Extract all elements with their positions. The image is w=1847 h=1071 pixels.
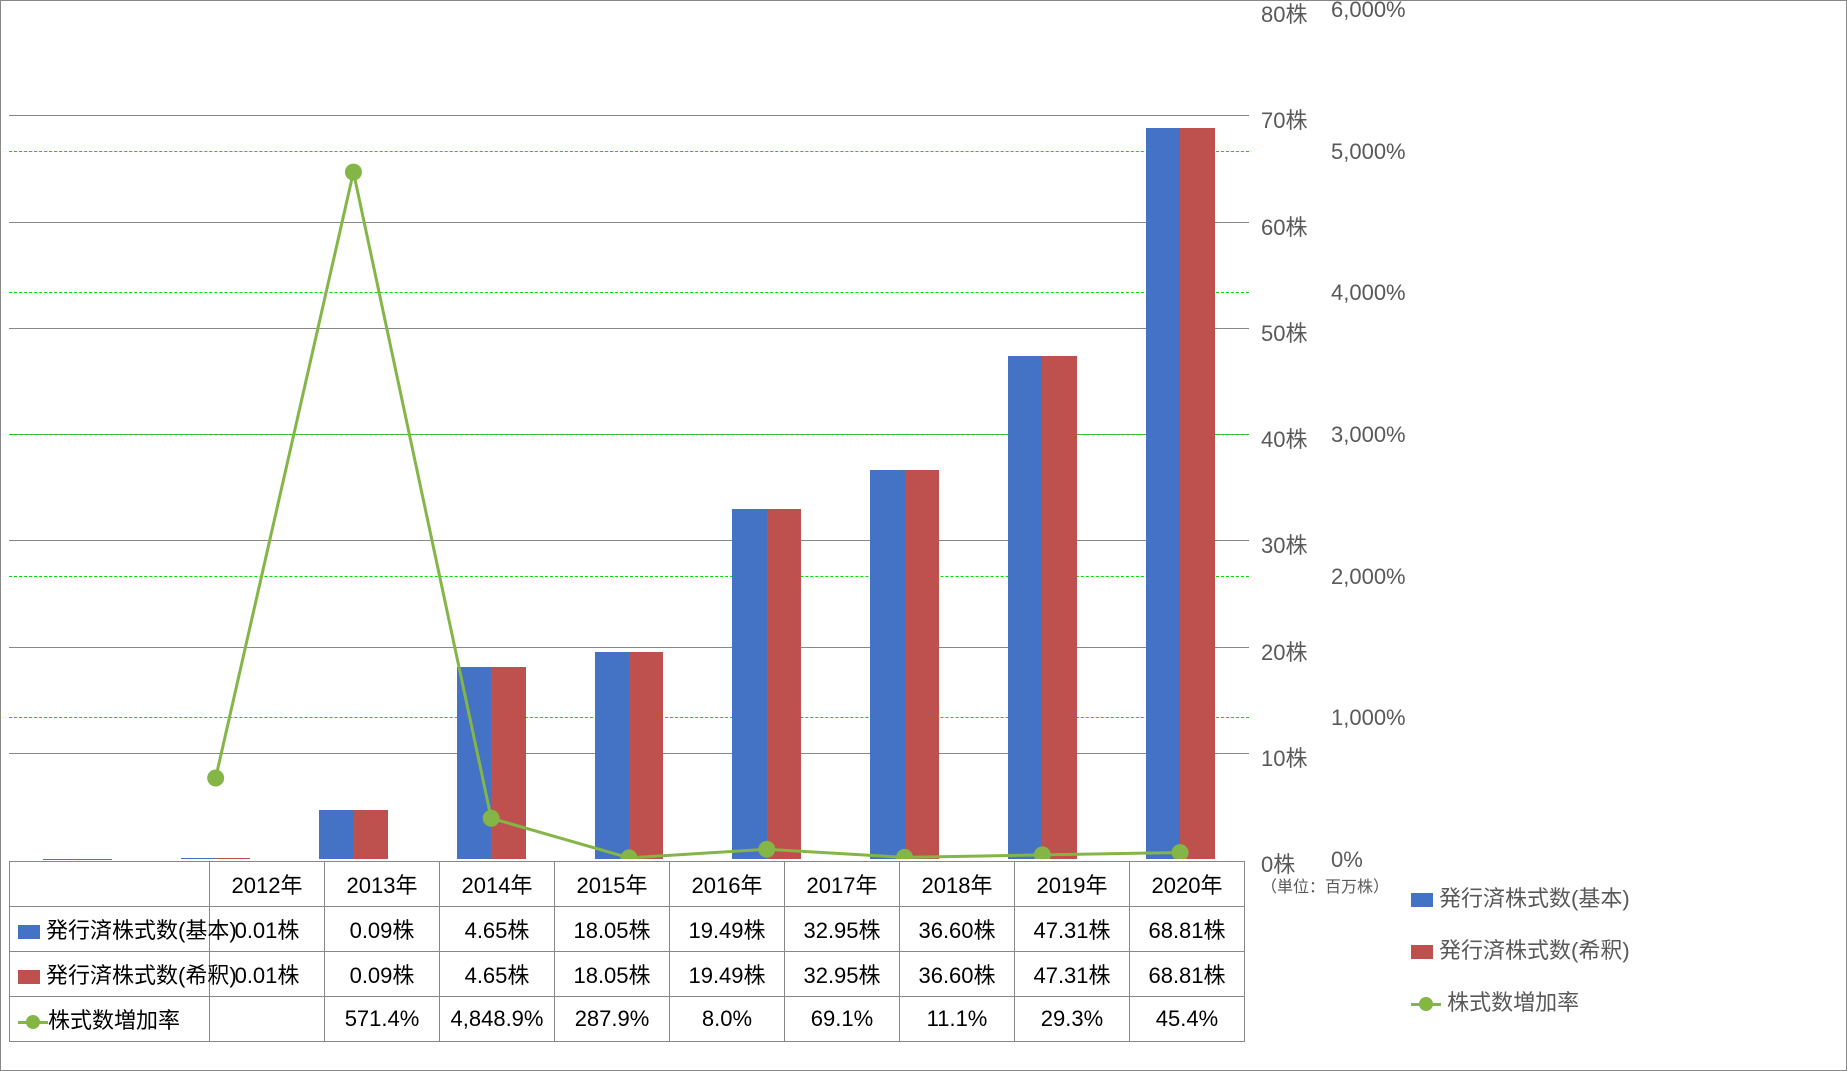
y-left-tick: 60株 [1261,210,1307,242]
bar-basic [181,858,215,859]
unit-label: （単位：百万株） [1261,873,1389,897]
table-cell: 18.05株 [555,952,670,997]
bar-basic [870,470,904,859]
legend-item-diluted: 発行済株式数(希釈) [1411,933,1630,965]
table-category: 2018年 [900,862,1015,907]
legend-item-growth: 株式数増加率 [1411,985,1630,1017]
line-marker-icon [18,1021,48,1024]
gridline-solid [9,222,1249,223]
gridline-solid [9,328,1249,329]
y-right-tick: 4,000% [1331,280,1406,306]
table-cell: 68.81株 [1130,952,1245,997]
table-cell: 47.31株 [1015,907,1130,952]
y-right-tick: 0% [1331,847,1363,873]
legend-label: 株式数増加率 [1447,990,1579,1015]
bar-diluted [767,509,801,859]
bar-diluted [629,652,663,859]
table-cell: 36.60株 [900,907,1015,952]
table-cell: 68.81株 [1130,907,1245,952]
bar-basic [595,652,629,859]
table-cell: 8.0% [670,997,785,1042]
plot-area [9,9,1249,859]
table-row-head-diluted: 発行済株式数(希釈) [10,952,210,997]
table-category: 2019年 [1015,862,1130,907]
table-cell: 69.1% [785,997,900,1042]
table-cell: 0.09株 [325,952,440,997]
table-cell: 32.95株 [785,952,900,997]
y-right-tick: 1,000% [1331,705,1406,731]
table-cell: 19.49株 [670,907,785,952]
bar-diluted [1180,128,1214,859]
y-left-tick: 10株 [1261,741,1307,773]
legend-label: 発行済株式数(基本) [1439,886,1630,911]
table-cell: 4,848.9% [440,997,555,1042]
y-left-tick: 20株 [1261,635,1307,667]
table-cell: 47.31株 [1015,952,1130,997]
table-cell: 36.60株 [900,952,1015,997]
legend-square-icon [18,970,40,984]
gridline-dashed [9,151,1249,152]
data-table: 2012年2013年2014年2015年2016年2017年2018年2019年… [9,861,1245,1042]
table-cell: 287.9% [555,997,670,1042]
table-cell: 4.65株 [440,907,555,952]
table-cell: 571.4% [325,997,440,1042]
series-label: 発行済株式数(希釈) [46,963,237,988]
table-category: 2017年 [785,862,900,907]
bar-basic [1008,356,1042,859]
gridline-dashed [9,292,1249,293]
table-cell: 18.05株 [555,907,670,952]
table-category: 2020年 [1130,862,1245,907]
table-category: 2012年 [210,862,325,907]
y-left-tick: 50株 [1261,316,1307,348]
bar-basic [457,667,491,859]
y-left-tick: 30株 [1261,528,1307,560]
legend-square-icon [18,925,40,939]
gridline-solid [9,115,1249,116]
table-category: 2013年 [325,862,440,907]
y-left-tick: 70株 [1261,103,1307,135]
legend-square-icon [1411,893,1433,907]
table-row-head-basic: 発行済株式数(基本) [10,907,210,952]
legend-square-icon [1411,945,1433,959]
bar-diluted [905,470,939,859]
legend-right: 発行済株式数(基本) 発行済株式数(希釈) 株式数増加率 [1411,881,1630,1037]
table-cell: 4.65株 [440,952,555,997]
chart-container: 0株10株20株30株40株50株60株70株80株 0%1,000%2,000… [0,0,1847,1071]
table-row-head-growth: 株式数増加率 [10,997,210,1042]
legend-item-basic: 発行済株式数(基本) [1411,881,1630,913]
table-category: 2014年 [440,862,555,907]
table-category: 2015年 [555,862,670,907]
table-category: 2016年 [670,862,785,907]
bar-diluted [1042,356,1076,859]
y-right-tick: 2,000% [1331,564,1406,590]
y-left-tick: 80株 [1261,0,1307,29]
table-cell: 32.95株 [785,907,900,952]
series-label: 発行済株式数(基本) [46,918,237,943]
y-right-tick: 6,000% [1331,0,1406,23]
bar-basic [1146,128,1180,859]
table-corner [10,862,210,907]
table-cell: 11.1% [900,997,1015,1042]
table-cell: 19.49株 [670,952,785,997]
series-label: 株式数増加率 [48,1008,180,1033]
table-cell: 0.09株 [325,907,440,952]
line-marker-icon [1411,1003,1441,1006]
y-right-tick: 5,000% [1331,139,1406,165]
y-right-tick: 3,000% [1331,422,1406,448]
table-cell [210,997,325,1042]
legend-label: 発行済株式数(希釈) [1439,938,1630,963]
bar-diluted [216,858,250,859]
y-left-tick: 40株 [1261,422,1307,454]
table-cell: 29.3% [1015,997,1130,1042]
table-cell: 45.4% [1130,997,1245,1042]
bar-diluted [353,810,387,859]
bar-diluted [491,667,525,859]
bar-basic [732,509,766,859]
bar-basic [319,810,353,859]
